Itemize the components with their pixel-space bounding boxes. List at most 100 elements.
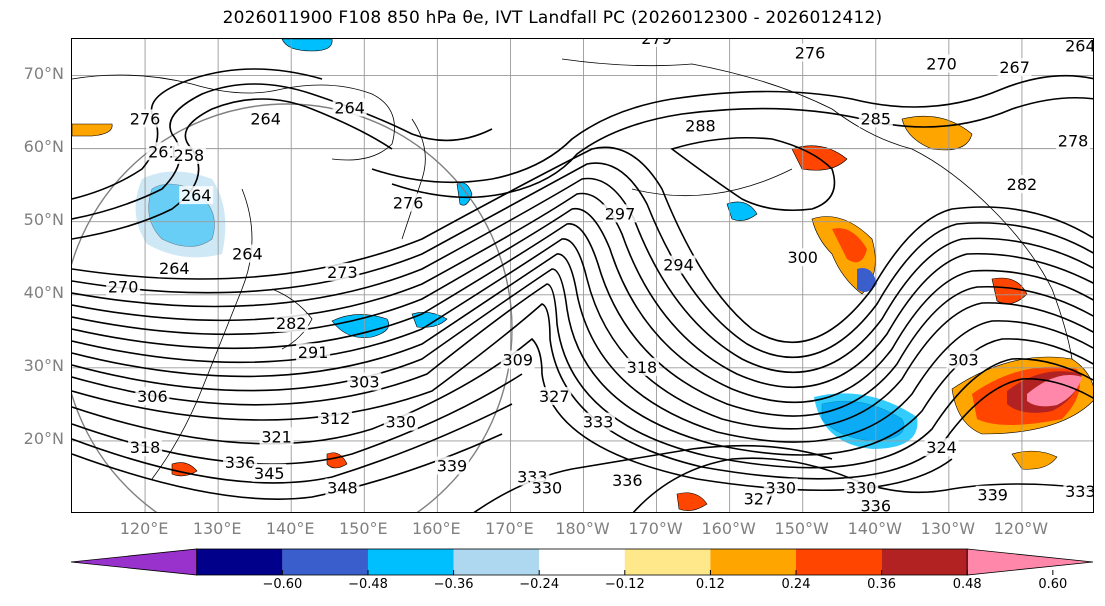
contour-label-bg <box>128 109 163 128</box>
contour-label: 279 <box>641 39 672 48</box>
contour-label-bg <box>683 116 718 135</box>
contour-label: 294 <box>663 256 694 275</box>
contour-label-bg <box>332 98 367 117</box>
contour-label: 345 <box>254 464 285 483</box>
contour-label-bg <box>179 186 214 205</box>
contour-label-bg <box>230 244 265 263</box>
contour-label: 330 <box>532 478 563 497</box>
contour-label: 324 <box>926 438 957 457</box>
contour-label: 264 <box>250 109 281 128</box>
colorbar-segment <box>624 549 711 575</box>
contour-label: 264 <box>334 98 365 117</box>
colorbar-tick-label: −0.60 <box>262 577 303 592</box>
contour-label: 276 <box>130 109 161 128</box>
contour-label-bg <box>997 58 1032 77</box>
colorbar-segment <box>282 549 368 575</box>
contour-label-bg <box>603 204 638 223</box>
contour-label: 300 <box>787 248 818 267</box>
contour-label: 285 <box>861 109 892 128</box>
shade-blue-mid <box>331 314 389 338</box>
contour-label-bg <box>325 478 360 497</box>
lon-label: 130°W <box>920 519 976 538</box>
shade-blue-mid3 <box>857 268 877 293</box>
contour-label-bg <box>383 412 418 431</box>
contour-label-bg <box>223 452 258 471</box>
contour-label: 303 <box>948 351 979 370</box>
contour-label-bg <box>500 350 535 369</box>
colorbar-tick-label: −0.48 <box>348 577 388 592</box>
lon-label: 170°E <box>485 519 534 538</box>
colorbar-extend-low <box>70 548 198 576</box>
lon-label: 130°E <box>192 519 242 538</box>
contour-label-bg <box>610 471 645 490</box>
contour-label-bg <box>296 343 331 362</box>
contour-label: 278 <box>1058 131 1089 150</box>
colorbar <box>70 548 1094 576</box>
lon-label: 140°W <box>847 519 902 538</box>
contour-label-bg <box>924 54 959 73</box>
contour-label: 282 <box>1007 175 1038 194</box>
colorbar-extend-high <box>966 548 1094 576</box>
contour-label: 348 <box>327 478 358 497</box>
contour-label-bg <box>171 145 206 164</box>
contour-label-bg <box>858 496 893 512</box>
contour-label: 267 <box>999 58 1030 77</box>
contour-label-bg <box>146 142 181 161</box>
shade-red-mid <box>832 228 867 263</box>
shade-blue-nw <box>281 39 333 52</box>
shade-orange-sw <box>171 462 198 477</box>
coastlines <box>72 58 1073 480</box>
contour-label-bg <box>581 412 616 431</box>
contour-label-bg <box>135 387 170 406</box>
contour-label-bg <box>1063 39 1093 55</box>
contour-label: 282 <box>276 314 307 333</box>
colorbar-tick-label: 0.48 <box>952 577 982 592</box>
contour-label: 276 <box>795 44 826 63</box>
contour-label-bg <box>844 478 879 497</box>
contour-label-bg <box>106 277 141 296</box>
contour-label: 270 <box>108 277 139 296</box>
contour-label: 264 <box>181 186 212 205</box>
contour-label: 318 <box>130 438 161 457</box>
lat-label: 40°N <box>23 282 64 302</box>
shade-orange-s2 <box>676 492 708 511</box>
contour-label-bg <box>785 248 820 267</box>
contour-label: 309 <box>502 351 533 370</box>
colorbar-segment <box>196 549 283 575</box>
contour-label-bg <box>434 456 469 475</box>
contour-label: 288 <box>685 117 716 136</box>
contour-label: 330 <box>386 413 417 432</box>
contour-label-bg <box>391 193 426 212</box>
lon-label: 160°W <box>701 519 756 538</box>
colorbar-segment <box>453 549 540 575</box>
contour-label-bg <box>1063 482 1093 501</box>
contour-label: 264 <box>1065 39 1094 55</box>
colorbar-tick-label: 0.36 <box>867 577 897 592</box>
colorbar-tick-label: −0.12 <box>604 577 645 592</box>
lon-label: 150°E <box>338 519 388 538</box>
lon-label: 150°W <box>774 519 829 538</box>
contour-label: 339 <box>977 486 1008 505</box>
contour-label: 333 <box>1065 482 1094 501</box>
contour-label-bg <box>248 109 283 128</box>
shade-orange-s <box>326 452 348 469</box>
contour-label: 333 <box>583 413 614 432</box>
lon-label: 140°E <box>265 519 315 538</box>
contour-label-bg <box>537 387 572 406</box>
contour-label-bg <box>763 478 798 497</box>
lat-label: 60°N <box>23 136 64 156</box>
contour-label: 258 <box>174 146 205 165</box>
contour-label: 303 <box>349 372 380 391</box>
contour-label-bg <box>1056 131 1091 150</box>
colorbar-tick-label: −0.36 <box>433 577 474 592</box>
contour-label: 336 <box>861 497 892 513</box>
contour-label-bg <box>157 259 192 278</box>
plot-title: 2026011900 F108 850 hPa θe, IVT Landfall… <box>222 8 883 28</box>
contour-label: 318 <box>627 358 658 377</box>
lon-label: 160°E <box>412 519 461 538</box>
contour-label-bg <box>793 43 828 62</box>
shade-blue-east <box>726 201 758 221</box>
contour-label-bg <box>274 314 309 332</box>
